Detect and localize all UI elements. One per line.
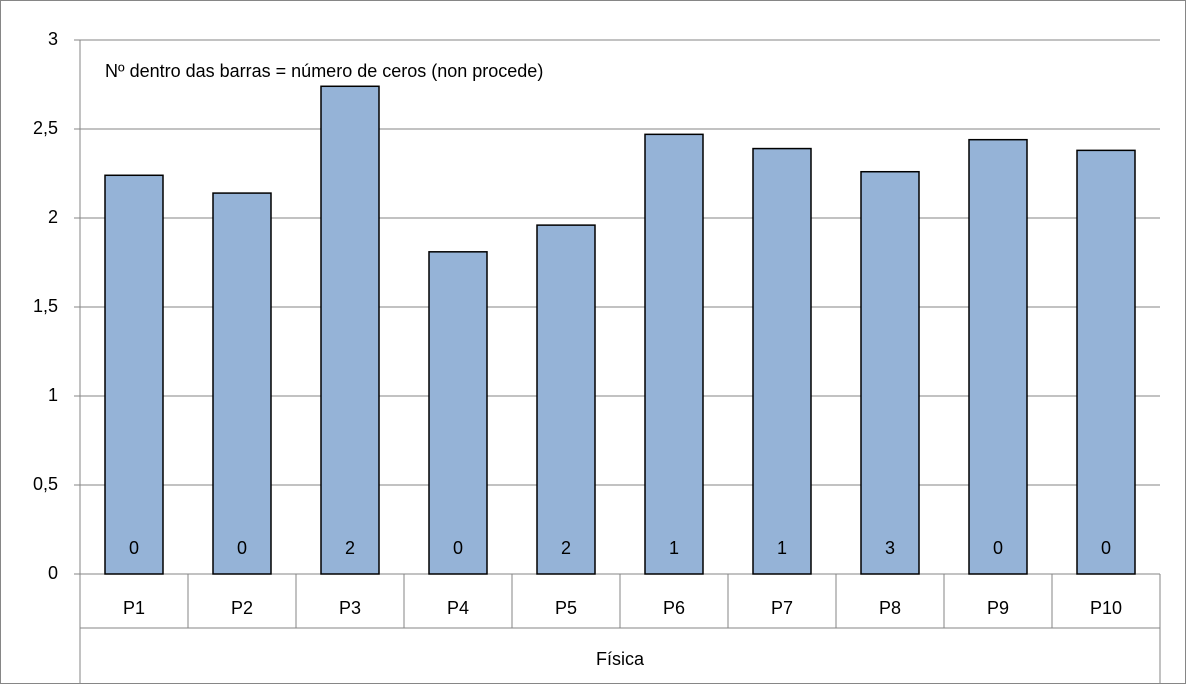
zero-count-label: 0 [129, 538, 139, 558]
y-tick-label: 0 [48, 563, 58, 583]
y-tick-label: 2 [48, 207, 58, 227]
x-tick-label: P9 [987, 598, 1009, 618]
bar [428, 251, 488, 575]
x-tick-label: P6 [663, 598, 685, 618]
x-tick-label: P3 [339, 598, 361, 618]
zero-count-label: 2 [561, 538, 571, 558]
y-tick-label: 2,5 [33, 118, 58, 138]
bar [860, 170, 920, 575]
zero-count-label: 0 [1101, 538, 1111, 558]
x-tick-label: P5 [555, 598, 577, 618]
x-tick-label: P1 [123, 598, 145, 618]
y-tick-label: 1,5 [33, 296, 58, 316]
bar [320, 85, 380, 575]
bar [212, 192, 272, 575]
zero-count-label: 0 [453, 538, 463, 558]
x-tick-label: P10 [1090, 598, 1122, 618]
zero-count-label: 0 [237, 538, 247, 558]
y-tick-label: 3 [48, 29, 58, 49]
bar [644, 133, 704, 575]
bar [104, 174, 164, 575]
y-tick-label: 0,5 [33, 474, 58, 494]
x-tick-label: P7 [771, 598, 793, 618]
zero-count-label: 2 [345, 538, 355, 558]
x-tick-label: P2 [231, 598, 253, 618]
x-tick-label: P8 [879, 598, 901, 618]
x-tick-label: P4 [447, 598, 469, 618]
bar [752, 147, 812, 575]
bar [1076, 149, 1136, 575]
bar [536, 224, 596, 575]
bar [968, 138, 1028, 575]
zero-count-label: 3 [885, 538, 895, 558]
annotation: Nº dentro das barras = número de ceros (… [105, 61, 543, 81]
zero-count-label: 0 [993, 538, 1003, 558]
x-axis-label: Física [596, 649, 645, 669]
y-tick-label: 1 [48, 385, 58, 405]
zero-count-label: 1 [777, 538, 787, 558]
zero-count-label: 1 [669, 538, 679, 558]
